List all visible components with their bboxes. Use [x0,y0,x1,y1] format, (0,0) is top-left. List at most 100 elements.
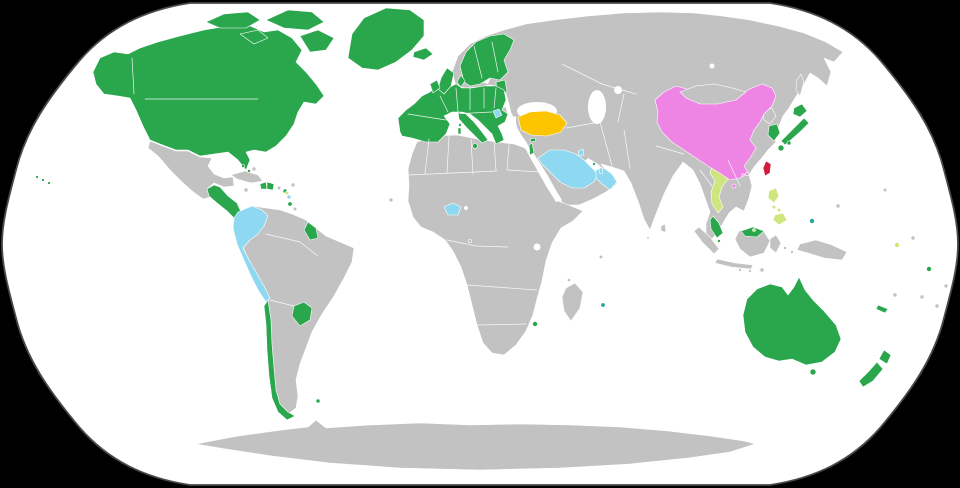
philippines-visayas-1 [771,204,777,210]
island-kiribati [894,242,900,248]
lake-victoria [533,243,541,251]
island-lesser-sunda-1 [738,268,742,272]
aegean-sea [506,116,516,136]
regions-teal [592,162,815,308]
island-moluccas-2 [790,250,794,254]
country-south-korea [767,123,781,142]
country-turkey [517,110,568,137]
island-samoa [919,294,925,300]
country-madagascar [561,282,584,322]
antilles-lightblue [286,194,292,200]
hawaii-1 [35,175,39,179]
country-cuba [230,170,264,184]
lake-baikal [709,63,715,69]
region-malay-peninsula [709,215,724,239]
border-brazil-2 [299,241,319,257]
border-africa-south-2 [476,323,527,326]
region-arctic-islands-1 [205,11,261,29]
country-denmark [456,74,466,88]
country-israel [528,142,535,156]
regions-pink [654,83,777,189]
country-dominican-republic [266,181,275,191]
country-ireland [429,79,441,94]
country-brunei [752,228,756,232]
japan-honshu [780,117,810,146]
country-burkina-faso [443,202,462,216]
regions-lightblue [232,108,618,303]
country-border-lines [131,41,741,326]
japan-hokkaido [792,103,808,118]
island-sulawesi [769,234,782,254]
country-mexico [147,140,235,200]
island-java [714,258,754,270]
border-brazil-1 [265,233,301,243]
hawaii-3 [47,181,51,185]
border-africa-south-1 [466,284,538,291]
border-europe-1 [407,113,447,121]
border-bolivia [269,299,295,307]
antilles-gray-2 [292,206,298,212]
border-africa-1 [424,138,430,175]
country-mongolia-overlay [679,83,747,105]
region-east-malaysia [740,226,765,238]
caspian-sea [588,90,606,124]
region-hong-kong [745,172,749,176]
country-iceland [412,47,434,61]
border-alps [451,111,493,115]
bahamas-2 [247,169,251,173]
island-tonga [934,303,940,309]
border-egypt-sudan [507,169,541,173]
japan-shikoku [786,140,792,146]
island-lesser-sunda-2 [748,269,752,273]
country-qatar [598,166,604,175]
regions-green [35,7,932,421]
red-sea [527,148,562,202]
border-norway-sweden [473,45,483,79]
region-usa-canada-alaska [92,25,325,171]
island-bermuda [251,166,257,172]
region-antarctica [195,419,756,471]
country-singapore [717,239,721,243]
new-zealand-north [878,349,892,365]
island-new-guinea [796,239,848,261]
island-sakhalin [795,73,805,97]
country-paraguay [291,301,313,327]
border-africa-3 [470,138,474,175]
country-eswatini [532,321,538,327]
new-zealand-south [858,361,884,388]
island-sao-tome [467,238,473,244]
border-myanmar-thailand [699,169,713,187]
island-timor [759,267,765,273]
country-puerto-rico [276,185,282,191]
border-africa-2 [446,135,450,174]
lake-chad [464,206,468,210]
country-australia [742,276,842,366]
border-egypt [506,144,510,171]
country-greenland [347,7,425,71]
island-new-caledonia [875,304,889,314]
country-maldives [646,236,650,240]
border-central-asia [617,93,625,123]
border-india-pakistan [623,129,631,169]
country-palau [809,218,815,224]
border-vietnam-laos [727,159,741,187]
country-bahrain [592,162,596,166]
country-kuwait [577,148,585,157]
hawaii-2 [41,178,45,182]
border-alaska-canada [131,57,135,95]
region-colombia-ecuador-peru [232,205,271,303]
region-scandinavia [459,33,515,87]
island-guam [835,203,841,209]
island-moluccas-1 [783,246,787,250]
island-sumatra [693,226,720,255]
island-seychelles [598,254,604,260]
country-fiji [926,266,932,272]
regions-red [762,160,772,177]
island-hainan [731,183,737,189]
region-macau [741,173,745,177]
region-africa [407,134,584,356]
country-jamaica [243,187,249,193]
region-arctic-islands-2 [265,9,325,31]
border-africa-4 [493,141,497,171]
